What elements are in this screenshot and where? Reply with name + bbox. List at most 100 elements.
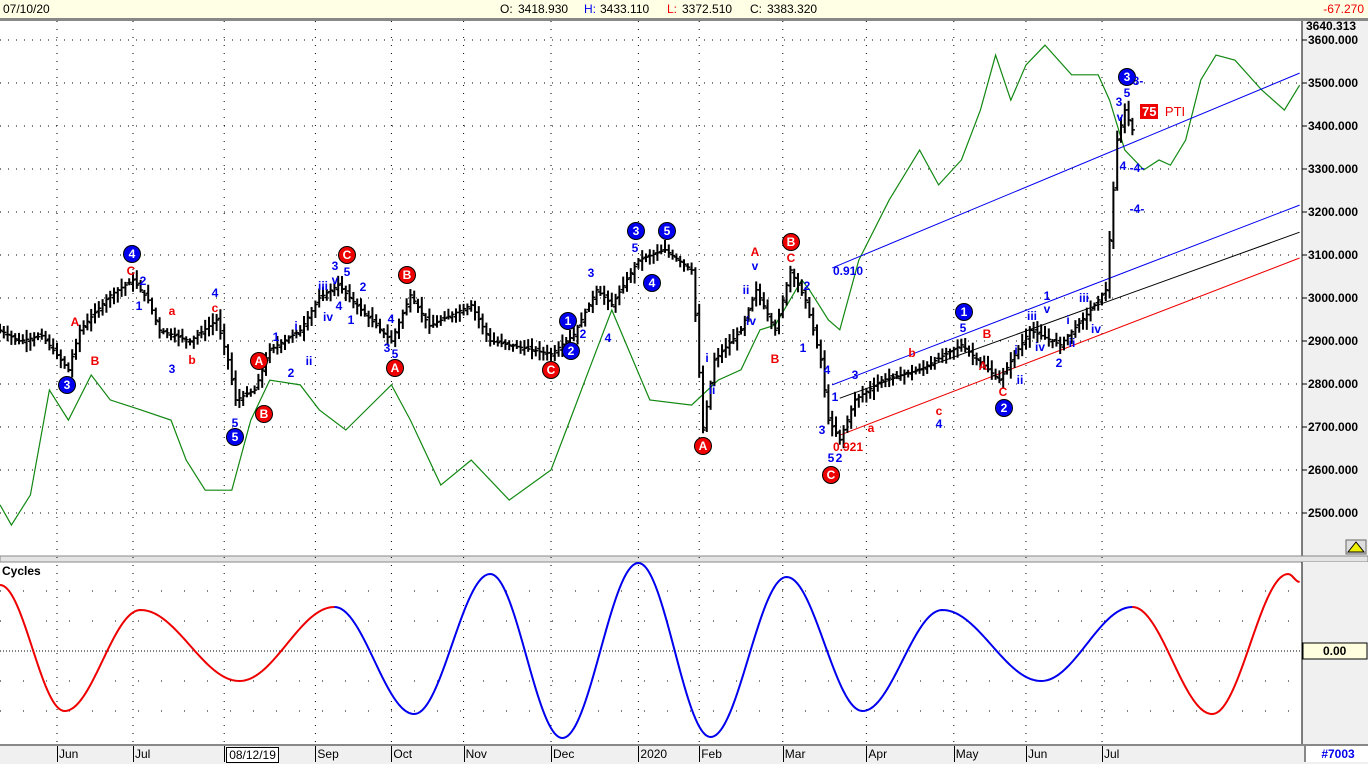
x-tick bbox=[315, 746, 317, 762]
y-tick-label: 3200.000 bbox=[1308, 205, 1358, 219]
top-value-label: 3640.313 bbox=[1306, 19, 1356, 33]
wave-label: 4 bbox=[604, 331, 612, 345]
x-tick bbox=[699, 746, 701, 762]
wave-label: c bbox=[935, 404, 943, 418]
wave-label: 4 bbox=[211, 286, 219, 300]
wave-label: 5 bbox=[827, 451, 835, 465]
change-value: -67.270 bbox=[1323, 2, 1364, 16]
close-value: 3383.320 bbox=[767, 2, 818, 16]
wave-label: ii bbox=[1016, 373, 1024, 387]
x-tick bbox=[1102, 746, 1103, 762]
y-tick-label: 3600.000 bbox=[1308, 33, 1358, 47]
wave-circle-label: 5 bbox=[659, 223, 675, 239]
y-tick-label: 3300.000 bbox=[1308, 162, 1358, 176]
wave-circle-label: C bbox=[543, 362, 559, 378]
price-axis-panel[interactable] bbox=[1302, 21, 1368, 556]
x-tick bbox=[782, 746, 784, 762]
cycles-zero-box bbox=[1302, 642, 1368, 660]
high-value: 3433.110 bbox=[600, 2, 650, 16]
scale-icon[interactable] bbox=[1345, 539, 1367, 555]
x-tick-label: Feb bbox=[701, 747, 722, 761]
y-axis-ticks: 3600.000 3500.000 3400.000 3300.000 3200.000… bbox=[1302, 33, 1358, 520]
wave-label: 4 bbox=[335, 299, 343, 313]
wave-label: A bbox=[750, 245, 760, 259]
wave-circle-label: 2 bbox=[563, 343, 579, 359]
wave-circle-label: 4 bbox=[644, 275, 660, 291]
wave-label: 4 bbox=[935, 417, 943, 431]
y-tick-label: 3000.000 bbox=[1308, 291, 1358, 305]
x-tick-label: Mar bbox=[784, 747, 806, 761]
wave-label: 3 bbox=[1115, 95, 1123, 109]
wave-label: iv bbox=[745, 314, 757, 328]
wave-label: i bbox=[294, 319, 298, 333]
quote-date: 07/10/20 bbox=[3, 2, 50, 16]
wave-label: B bbox=[90, 354, 100, 368]
wave-circle-label: 1 bbox=[560, 313, 576, 329]
wave-label: 3 bbox=[818, 423, 826, 437]
overlay-line-layer bbox=[0, 44, 1301, 527]
wave-label: 1 bbox=[272, 330, 280, 344]
wave-label: 3 bbox=[331, 259, 339, 273]
wave-circle-label: A bbox=[695, 438, 711, 454]
pti-label: PTI bbox=[1164, 104, 1186, 119]
wave-label: 3 bbox=[383, 341, 391, 355]
wave-label: 1 bbox=[799, 341, 807, 355]
wave-label: 2 bbox=[139, 274, 147, 288]
wave-label: B bbox=[982, 327, 992, 341]
wave-label: 3 bbox=[851, 368, 859, 382]
wave-label: 3- bbox=[1132, 74, 1144, 88]
wave-label: a bbox=[168, 304, 176, 318]
wave-label: iii bbox=[1078, 291, 1090, 305]
x-tick-label: 08/12/19 bbox=[226, 747, 279, 763]
x-tick-label: Oct bbox=[393, 747, 413, 761]
low-value: 3372.510 bbox=[682, 2, 733, 16]
wave-label: C bbox=[786, 251, 796, 265]
x-tick bbox=[1026, 746, 1027, 762]
wave-label: i bbox=[1014, 343, 1018, 357]
wave-circle-label: 2 bbox=[996, 400, 1012, 416]
red-channel-line bbox=[839, 257, 1300, 436]
panel-splitter[interactable] bbox=[0, 555, 1368, 563]
wave-label: 5 bbox=[959, 321, 967, 335]
wave-label: C bbox=[126, 264, 136, 278]
y-tick-label: 3100.000 bbox=[1308, 248, 1358, 262]
wave-circle-label: 4 bbox=[124, 246, 140, 262]
blue-channel-line bbox=[832, 72, 1300, 269]
wave-label: v bbox=[1116, 110, 1124, 124]
x-tick-label: Jul bbox=[1104, 747, 1120, 761]
wave-label: i bbox=[705, 351, 709, 365]
x-tick-label: Dec bbox=[553, 747, 575, 761]
x-tick-label: Jun bbox=[59, 747, 79, 761]
wave-label: 3 bbox=[168, 362, 176, 376]
wave-label: -4- bbox=[1129, 161, 1145, 175]
wave-label: -4- bbox=[1129, 202, 1145, 216]
wave-label: 5 bbox=[391, 347, 399, 361]
wave-label: ii bbox=[708, 383, 716, 397]
grid bbox=[0, 21, 1302, 742]
x-tick bbox=[638, 746, 640, 762]
wave-label: 2 bbox=[287, 366, 295, 380]
pti-value: 75 bbox=[1140, 104, 1159, 119]
x-tick-label: Jul bbox=[135, 747, 151, 761]
y-tick-label: 2500.000 bbox=[1308, 506, 1358, 520]
pti-indicator: 75 PTI bbox=[1140, 103, 1185, 121]
x-tick bbox=[866, 746, 868, 762]
wave-label: ii bbox=[305, 354, 313, 368]
wave-label: 1 bbox=[831, 390, 839, 404]
wave-label: v bbox=[1043, 302, 1051, 316]
cycles-title: Cycles bbox=[2, 564, 41, 578]
cycles-wave bbox=[0, 561, 1300, 740]
wave-label: 2 bbox=[359, 280, 367, 294]
wave-label: 1 bbox=[347, 313, 355, 327]
price-chart[interactable]: 3600.000 3500.000 3400.000 3300.000 3200.000… bbox=[0, 0, 1368, 744]
x-tick-label: 2020 bbox=[640, 747, 668, 761]
wave-label: 5 bbox=[231, 416, 239, 430]
x-tick-label: Apr bbox=[868, 747, 888, 761]
wave-label: ii bbox=[742, 283, 750, 297]
wave-circle-label: B bbox=[783, 234, 799, 250]
x-tick-label: Jun bbox=[1028, 747, 1048, 761]
date-axis[interactable]: Jun Jul 08/12/19 Sep Oct Nov Dec 2020 Feb Mar Apr M… bbox=[0, 744, 1368, 764]
x-tick-label: May bbox=[955, 747, 979, 761]
wave-label: 3 bbox=[587, 266, 595, 280]
wave-circle-label: A bbox=[387, 360, 403, 376]
